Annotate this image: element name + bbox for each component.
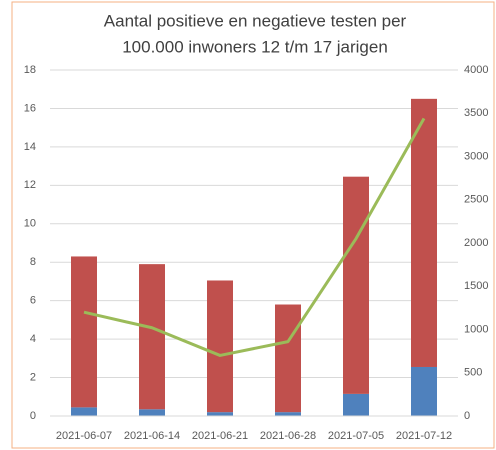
y2-tick-label: 3500	[464, 107, 488, 119]
x-tick-label: 2021-07-12	[396, 430, 452, 442]
y-tick-label: 4	[30, 333, 36, 345]
bar-segment	[411, 366, 437, 416]
bar-segment	[411, 98, 437, 367]
y-tick-label: 18	[24, 64, 36, 76]
y-tick-label: 0	[30, 410, 36, 422]
y2-tick-label: 1000	[464, 323, 488, 335]
line-series	[83, 117, 426, 357]
bar-segment	[71, 256, 97, 408]
bar-segment	[343, 393, 369, 416]
y2-tick-label: 4000	[464, 64, 488, 76]
y-tick-label: 2	[30, 371, 36, 383]
y-tick-label: 10	[24, 218, 36, 230]
y2-tick-label: 500	[464, 367, 482, 379]
y-tick-label: 14	[24, 141, 36, 153]
x-tick-label: 2021-06-28	[260, 430, 316, 442]
bar-segment	[71, 407, 97, 416]
chart-title: 100.000 inwoners 12 t/m 17 jarigen	[122, 37, 388, 56]
x-tick-label: 2021-06-21	[192, 430, 248, 442]
bar-segment	[207, 280, 233, 413]
bar-segment	[139, 409, 165, 416]
y2-tick-label: 0	[464, 410, 470, 422]
y2-tick-label: 1500	[464, 280, 488, 292]
bar-segment	[139, 264, 165, 410]
x-tick-label: 2021-06-14	[124, 430, 180, 442]
y2-tick-label: 2500	[464, 194, 488, 206]
y-tick-label: 12	[24, 179, 36, 191]
x-tick-label: 2021-07-05	[328, 430, 384, 442]
bar-segment	[343, 176, 369, 394]
y2-tick-label: 3000	[464, 150, 488, 162]
bar-segment	[275, 304, 301, 413]
y-tick-label: 8	[30, 256, 36, 268]
x-tick-label: 2021-06-07	[56, 430, 112, 442]
chart-border	[11, 1, 495, 449]
bar-segment	[207, 412, 233, 416]
bar-segment	[275, 412, 301, 416]
chart-title: Aantal positieve en negatieve testen per	[104, 11, 407, 30]
y-tick-label: 6	[30, 295, 36, 307]
y2-tick-label: 2000	[464, 237, 488, 249]
y-tick-label: 16	[24, 102, 36, 114]
